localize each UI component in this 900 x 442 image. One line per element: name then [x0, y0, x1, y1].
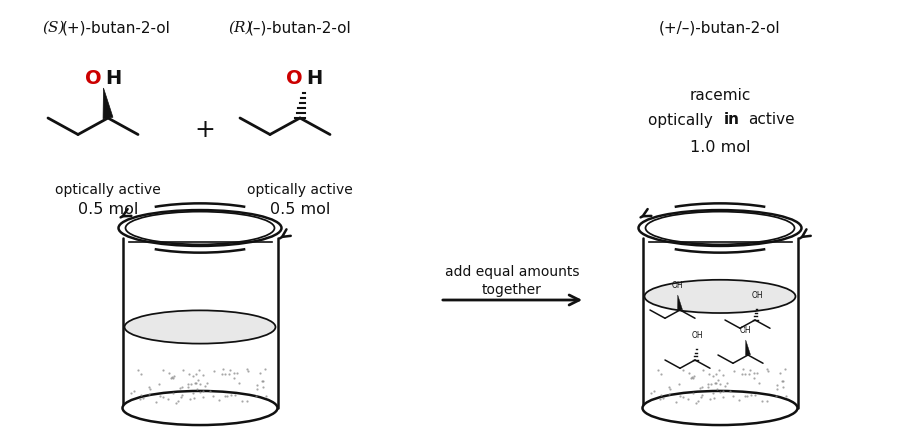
Text: add equal amounts: add equal amounts	[445, 265, 580, 279]
Ellipse shape	[644, 280, 796, 313]
Text: active: active	[748, 113, 795, 127]
Text: in: in	[724, 113, 740, 127]
Ellipse shape	[125, 212, 274, 244]
Text: H: H	[307, 69, 323, 88]
Text: OH: OH	[740, 326, 752, 335]
Text: +: +	[194, 118, 215, 142]
Text: (R): (R)	[228, 21, 251, 35]
Text: O: O	[286, 69, 302, 88]
Text: OH: OH	[752, 291, 763, 300]
Text: (–)-butan-2-ol: (–)-butan-2-ol	[248, 20, 352, 35]
Ellipse shape	[645, 212, 795, 244]
Ellipse shape	[638, 210, 802, 246]
Text: optically: optically	[648, 113, 717, 127]
Text: OH: OH	[691, 331, 703, 340]
Polygon shape	[678, 295, 682, 310]
Text: optically active: optically active	[248, 183, 353, 197]
Text: 1.0 mol: 1.0 mol	[689, 141, 751, 156]
Text: (S): (S)	[42, 21, 65, 35]
Text: (+/–)-butan-2-ol: (+/–)-butan-2-ol	[659, 20, 781, 35]
Ellipse shape	[643, 391, 797, 425]
Ellipse shape	[124, 310, 275, 343]
Text: OH: OH	[672, 281, 684, 290]
Polygon shape	[104, 88, 112, 119]
Ellipse shape	[119, 210, 282, 246]
Text: O: O	[85, 69, 102, 88]
Text: racemic: racemic	[689, 88, 751, 103]
Text: 0.5 mol: 0.5 mol	[77, 202, 139, 217]
Text: (+)-butan-2-ol: (+)-butan-2-ol	[62, 20, 171, 35]
Text: 0.5 mol: 0.5 mol	[270, 202, 330, 217]
Text: together: together	[482, 283, 542, 297]
Ellipse shape	[122, 391, 277, 425]
Text: optically active: optically active	[55, 183, 161, 197]
Polygon shape	[745, 340, 751, 355]
Text: H: H	[105, 69, 122, 88]
